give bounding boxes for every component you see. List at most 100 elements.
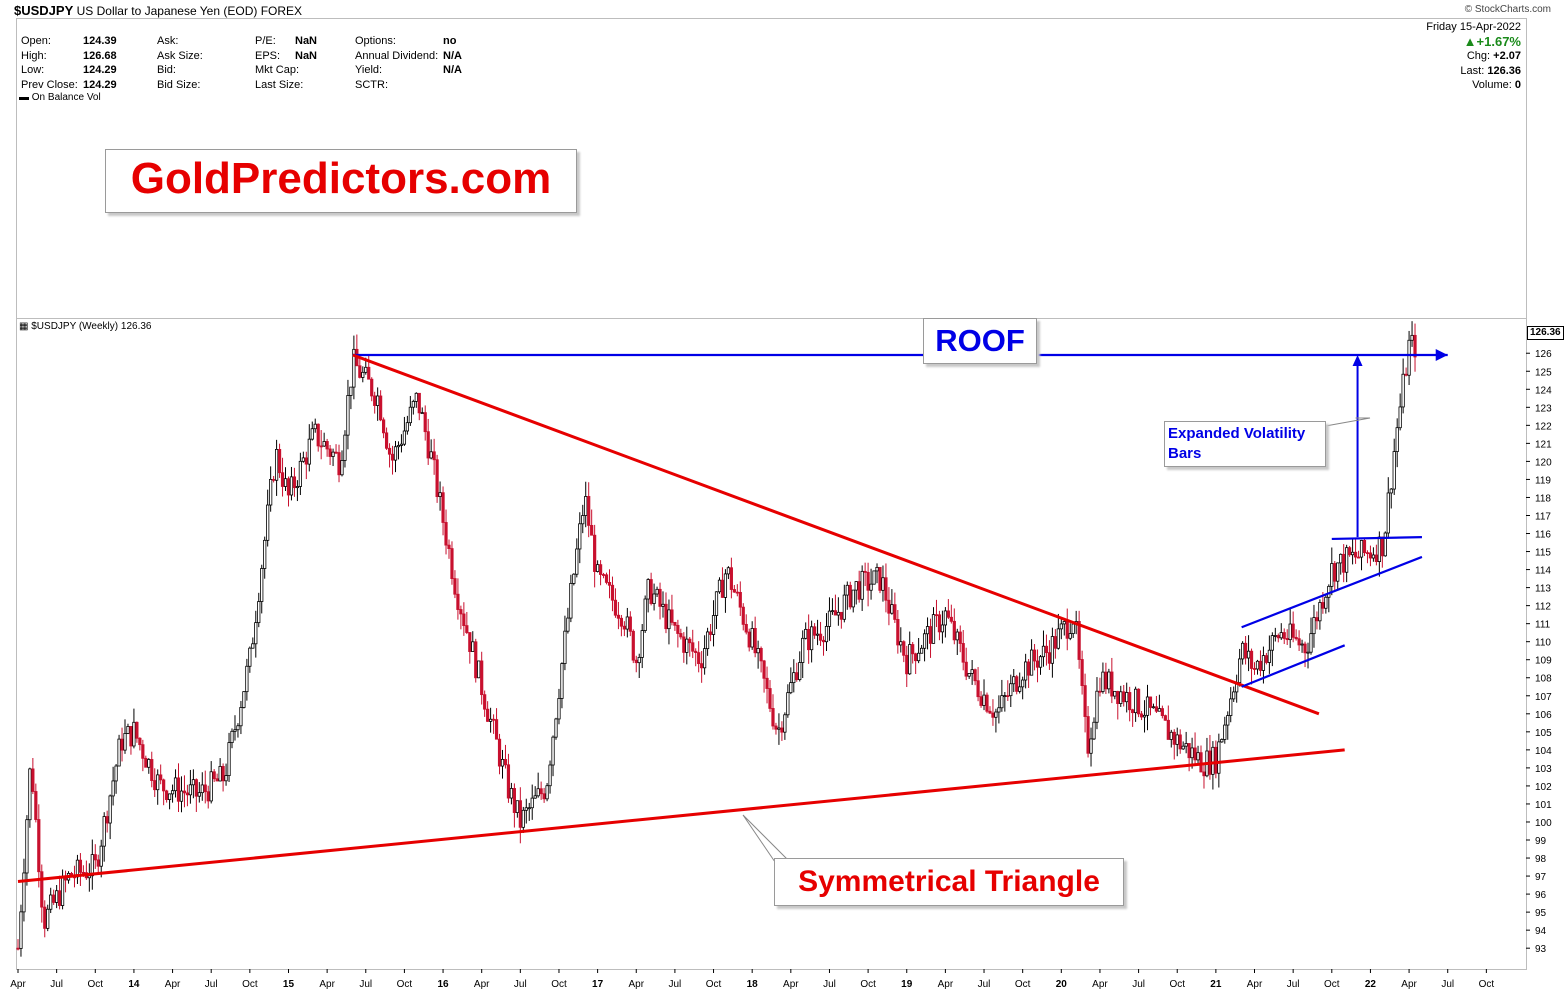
trendline [352,353,1320,716]
candle-body [1333,563,1337,582]
candle-body [827,610,832,627]
candle-body [340,460,344,476]
candle-body [1145,696,1150,716]
candle-body [670,609,674,623]
candle-body [934,614,939,617]
candle-body [251,643,255,649]
candle-body [194,779,198,797]
candle-body [126,726,130,734]
y-tick-label: 123 [1535,403,1552,414]
symbol-name: US Dollar to Japanese Yen (EOD) FOREX [76,4,303,18]
candle-body [899,641,903,646]
candle-body [277,448,282,474]
candle-body [471,641,475,652]
candle-body [596,564,600,572]
brand-text: GoldPredictors.com [130,154,552,203]
mktcap-label: Mkt Cap: [255,64,300,76]
y-tick-label: 116 [1535,530,1551,541]
candle-body [224,775,228,782]
y-tick-label: 108 [1535,674,1552,685]
candle-body [973,669,977,682]
candle-body [729,567,733,590]
candle-body [81,871,85,874]
candle-body [1288,623,1292,641]
candle-body [1006,695,1010,698]
candle-body [833,610,838,616]
candle-body [46,908,50,929]
candle-body [640,630,644,658]
candle-body [459,609,463,615]
y-tick-label: 98 [1535,854,1547,865]
candle-body [242,691,246,708]
candle-body [667,609,671,630]
candle-body [1401,373,1405,408]
candle-body [1312,617,1316,635]
y-tick-label: 112 [1535,602,1551,613]
candle-body [878,566,882,591]
candle-body [1116,690,1120,704]
candle-body [78,859,83,873]
candle-body [893,604,897,620]
candle-body [248,647,252,667]
candle-body [703,648,707,669]
candle-body [1359,540,1364,558]
candle-body [863,570,867,573]
candle-body [1190,747,1194,759]
candle-body [322,441,326,447]
candle-body [1404,373,1408,376]
candle-body [25,819,29,874]
candle-body [697,652,701,665]
y-tick-label: 109 [1535,656,1552,667]
candle-body [911,644,915,655]
candle-body [486,708,490,722]
candle-body [1315,617,1319,622]
candle-body [444,522,448,546]
x-tick-label: 20 [1056,979,1068,990]
candle-body [1199,752,1203,773]
candle-body [376,395,380,406]
candle-body [1276,635,1280,639]
candle-body [807,628,811,651]
candle-body [768,688,772,709]
candle-body [506,764,511,799]
candle-body [964,661,968,677]
candle-body [949,616,953,622]
candle-body [786,692,790,716]
x-tick-label: Apr [1401,979,1417,990]
candle-body [1356,556,1361,559]
candle-body [661,603,665,607]
x-tick-label: Oct [397,979,413,990]
candle-body [1389,488,1393,494]
candle-body [581,515,585,525]
low-label: Low: [21,64,45,76]
copyright: © StockCharts.com [1464,4,1551,15]
candle-body [102,816,106,847]
candle-body [955,631,959,641]
x-tick-label: Jul [50,979,63,990]
candle-body [1068,633,1072,639]
candle-body [423,412,427,433]
chg-label: Chg: [1466,50,1491,62]
candle-body [539,788,543,795]
candle-body [254,622,258,645]
candle-body [221,766,225,782]
candle-body [257,601,261,624]
candle-body [1410,334,1414,341]
candle-body [610,584,615,601]
candle-body [1110,671,1114,697]
candle-body [1142,714,1147,718]
candle-body [1065,621,1069,639]
candle-body [453,578,457,595]
candle-body [1258,660,1263,671]
candle-body [1336,562,1340,582]
candle-body [477,660,481,679]
x-tick-label: Jul [978,979,991,990]
candle-body [465,625,469,633]
y-tick-label: 99 [1535,836,1547,847]
candle-body [179,790,184,802]
stats-col-3: P/E: NaN EPS: NaN Mkt Cap: Last Size: [255,34,317,92]
candle-body [566,617,570,632]
candle-body [551,736,555,766]
candle-body [1095,690,1099,723]
